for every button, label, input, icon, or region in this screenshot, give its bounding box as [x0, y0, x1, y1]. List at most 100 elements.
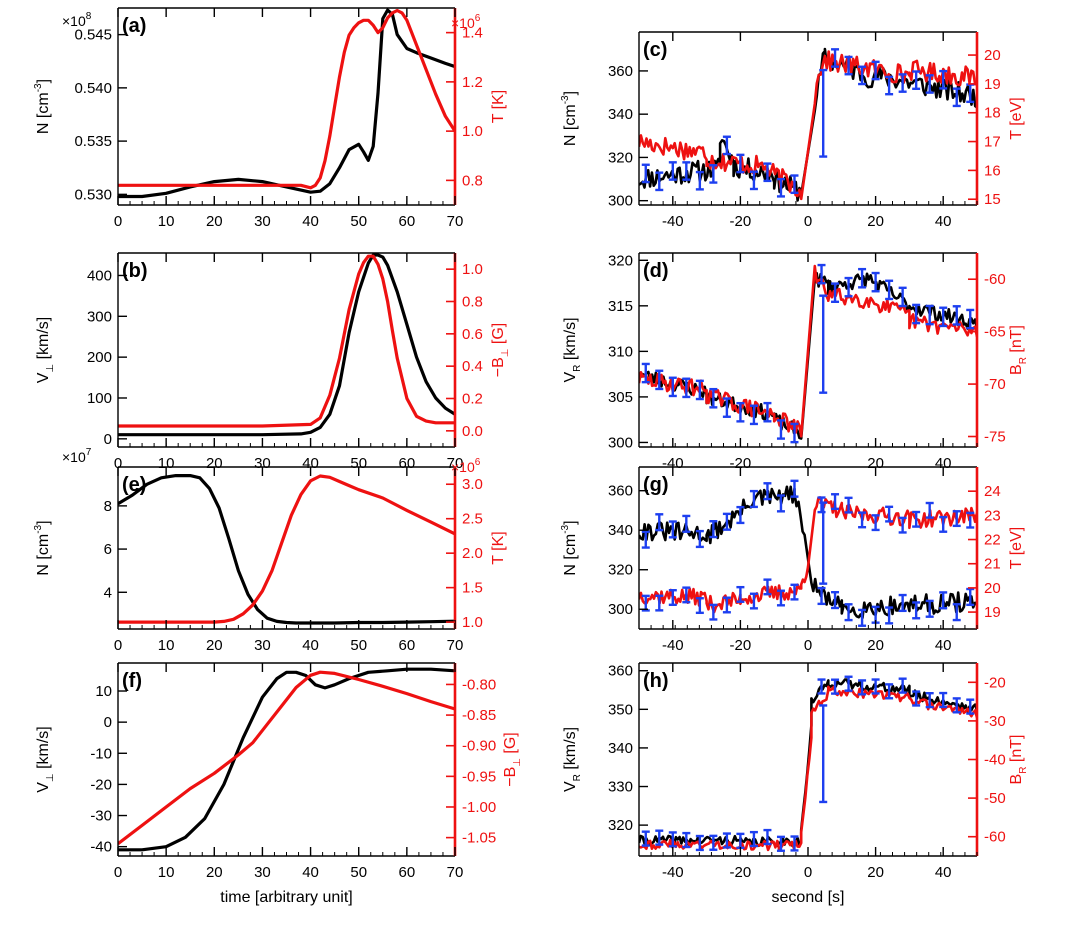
left-tick-label: 320 — [608, 149, 633, 166]
right-tick-label: -70 — [984, 376, 1006, 393]
x-tick-label: 40 — [302, 864, 319, 881]
error-bar — [776, 494, 785, 513]
left-tick-label: 400 — [87, 267, 112, 284]
left-tick-label: 340 — [608, 740, 633, 757]
left-axis-label: VR [km/s] — [562, 727, 583, 792]
error-bar — [641, 594, 650, 612]
error-bar — [898, 286, 907, 308]
error-bar — [831, 48, 840, 68]
x-tick-label: 60 — [399, 455, 416, 472]
error-bar — [668, 376, 677, 398]
error-bar — [858, 608, 867, 627]
error-bar — [912, 510, 921, 528]
plot-area-a — [118, 8, 455, 199]
x-tick-label: 20 — [206, 864, 223, 881]
panel-h: -40 -20 0 20 40 320 330 340 350 360 -60 -50 -40 -30 -2… — [562, 662, 1029, 906]
x-tick-label: -20 — [730, 213, 752, 230]
error-bar — [790, 835, 799, 852]
left-tick-label: 0 — [104, 431, 112, 448]
left-tick-label: 6 — [104, 541, 112, 558]
right-tick-label: 3.0 — [462, 476, 483, 493]
error-bar — [952, 305, 961, 326]
error-bar — [925, 691, 934, 709]
right-tick-label: 24 — [984, 483, 1001, 500]
panel-label: (g) — [643, 474, 669, 496]
right-tick-label: 0.6 — [462, 326, 483, 343]
x-tick-label: 40 — [935, 455, 952, 472]
left-tick-label: 8 — [104, 498, 112, 515]
error-bar — [682, 161, 691, 181]
series-line-red — [118, 474, 455, 624]
right-tick-label: 20 — [984, 580, 1001, 597]
right-tick-label: 1.5 — [462, 580, 483, 597]
error-bar — [655, 513, 664, 532]
series-line-red — [639, 685, 977, 852]
error-bar — [655, 369, 664, 391]
x-tick-label: 0 — [114, 213, 122, 230]
x-tick-label: 20 — [867, 213, 884, 230]
right-tick-label: 18 — [984, 105, 1001, 122]
x-tick-label: 60 — [399, 213, 416, 230]
x-tick-label: 0 — [114, 864, 122, 881]
error-bar — [736, 401, 745, 423]
x-tick-label: 30 — [254, 455, 271, 472]
error-bar — [736, 153, 745, 174]
x-tick-label: 50 — [350, 864, 367, 881]
error-bar — [939, 691, 948, 709]
series-line-black — [639, 47, 977, 202]
error-bar — [966, 698, 975, 715]
series-line-black — [118, 667, 455, 852]
panel-label: (d) — [643, 260, 669, 282]
left-tick-label: 330 — [608, 779, 633, 796]
right-axis-label: T [eV] — [1008, 527, 1025, 569]
error-bar — [641, 530, 650, 549]
x-tick-label: 0 — [114, 455, 122, 472]
right-tick-label: 23 — [984, 507, 1001, 524]
right-tick-label: 2.0 — [462, 545, 483, 562]
series-line-black — [118, 474, 455, 625]
x-tick-label: 70 — [447, 455, 464, 472]
left-tick-label: 4 — [104, 584, 112, 601]
error-bar — [668, 589, 677, 607]
x-tick-label: 0 — [114, 637, 122, 654]
error-bar — [952, 87, 961, 108]
series-line-red — [118, 254, 455, 428]
right-tick-label: 1.0 — [462, 261, 483, 278]
error-bar — [871, 514, 880, 532]
right-tick-label: 1.0 — [462, 614, 483, 631]
left-tick-label: 320 — [608, 252, 633, 269]
right-axis-label: BR [nT] — [1008, 735, 1029, 785]
left-tick-label: 350 — [608, 701, 633, 718]
left-axis-label: N [cm-3] — [560, 520, 579, 575]
error-bar — [695, 834, 704, 852]
left-tick-label: 300 — [608, 601, 633, 618]
error-bar — [831, 493, 840, 511]
series-line-red — [118, 670, 455, 845]
x-tick-label: 50 — [350, 213, 367, 230]
error-bar — [709, 387, 718, 409]
error-bar — [844, 603, 853, 622]
left-tick-label: 0.545 — [74, 27, 112, 44]
error-bar — [858, 65, 867, 86]
error-bar — [844, 675, 853, 692]
error-bar — [749, 404, 758, 426]
x-tick-label: 60 — [399, 637, 416, 654]
left-axis-label: V⊥ [km/s] — [35, 317, 56, 384]
error-bar — [682, 831, 691, 849]
right-tick-label: -50 — [984, 790, 1006, 807]
left-axis-label: V⊥ [km/s] — [35, 726, 56, 793]
x-tick-label: -40 — [662, 864, 684, 881]
error-bar — [898, 516, 907, 534]
x-tick-label: 70 — [447, 213, 464, 230]
right-tick-label: -0.85 — [462, 707, 496, 724]
right-tick-label: -0.80 — [462, 676, 496, 693]
left-tick-label: 0 — [104, 714, 112, 731]
error-bar — [776, 419, 785, 440]
left-tick-label: 0.540 — [74, 80, 112, 97]
error-bar — [763, 828, 772, 846]
right-tick-label: 19 — [984, 604, 1001, 621]
error-bar — [776, 835, 785, 852]
right-tick-label: 0.8 — [462, 294, 483, 311]
left-axis-label: N [cm-3] — [33, 79, 52, 134]
